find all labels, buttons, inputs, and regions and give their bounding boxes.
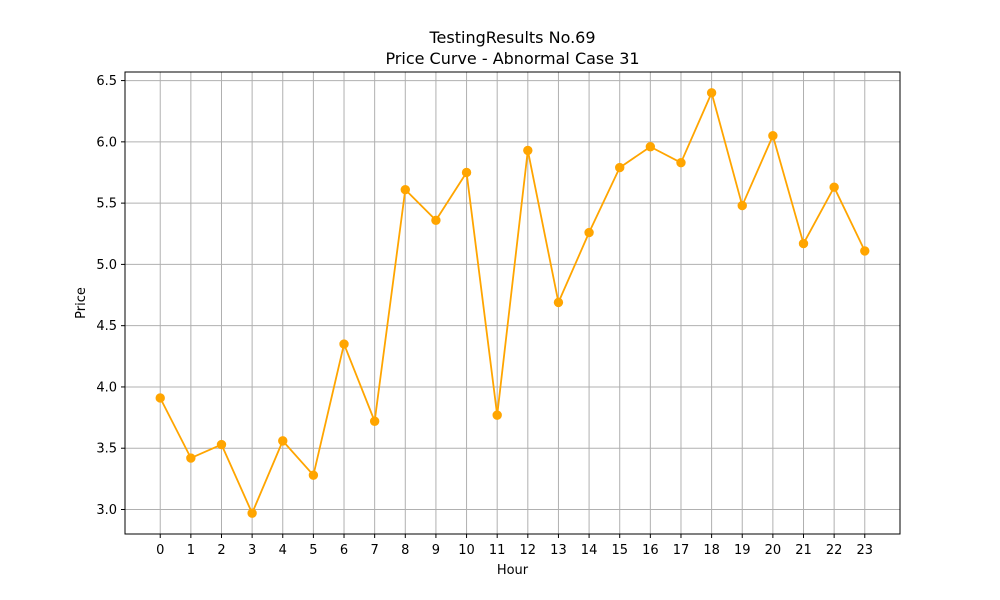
data-point (492, 410, 502, 420)
x-tick-label: 5 (309, 543, 317, 558)
x-tick-label: 22 (826, 543, 843, 558)
data-point (523, 145, 533, 156)
x-tick-label: 3 (248, 543, 256, 558)
data-point (400, 184, 410, 195)
data-point (645, 142, 656, 152)
data-point (216, 439, 227, 450)
data-point (737, 200, 747, 211)
data-point (553, 297, 564, 308)
x-tick-label: 16 (642, 543, 659, 558)
x-tick-label: 19 (734, 543, 751, 558)
y-tick-label: 4.0 (96, 380, 117, 395)
x-tick-label: 20 (765, 543, 782, 558)
data-point (369, 416, 380, 426)
grid (125, 72, 900, 534)
x-tick-label: 0 (156, 543, 164, 558)
y-tick-label: 3.5 (96, 442, 117, 457)
x-tick-label: 9 (432, 543, 440, 558)
y-tick-label: 5.0 (96, 258, 117, 273)
series-line (159, 91, 866, 515)
x-tick-label: 1 (187, 543, 195, 558)
y-tick-label: 5.5 (96, 197, 117, 212)
data-point (339, 339, 349, 349)
data-point (706, 88, 717, 98)
x-tick-label: 15 (611, 543, 628, 558)
data-point (768, 131, 778, 141)
x-tick-label: 2 (217, 543, 225, 558)
data-point (155, 393, 165, 403)
x-tick-label: 8 (401, 543, 409, 558)
data-point (247, 508, 257, 518)
x-tick-label: 4 (279, 543, 287, 558)
data-point (798, 238, 809, 249)
x-axis-label: Hour (497, 563, 529, 578)
data-point (461, 167, 472, 178)
x-tick-label: 13 (550, 543, 567, 558)
x-tick-label: 6 (340, 543, 348, 558)
x-tick-label: 10 (458, 543, 475, 558)
y-tick-label: 6.0 (96, 135, 117, 150)
x-tick-label: 14 (581, 543, 598, 558)
x-tick-label: 11 (489, 543, 506, 558)
y-tick-label: 4.5 (96, 319, 117, 334)
x-tick-label: 7 (371, 543, 379, 558)
data-point (186, 453, 196, 463)
data-point (615, 162, 625, 173)
chart-title: TestingResults No.69 (428, 28, 595, 47)
x-tick-label: 12 (520, 543, 537, 558)
chart-subtitle: Price Curve - Abnormal Case 31 (385, 49, 639, 68)
data-point (584, 227, 594, 238)
y-tick-label: 6.5 (96, 74, 117, 89)
ticks: 0 1 2 3 4 5 6 7 8 9 10 11 12 13 14 15 16 17 18 19 20 21 22 233.… (96, 74, 873, 558)
x-tick-label: 21 (795, 543, 812, 558)
y-tick-label: 3.0 (96, 503, 117, 518)
data-point (431, 215, 441, 225)
x-tick-label: 23 (856, 543, 873, 558)
plot-frame (124, 71, 901, 535)
data-point (278, 436, 288, 446)
x-tick-label: 18 (703, 543, 720, 558)
y-axis-label: Price (74, 287, 89, 319)
series-layer (155, 88, 870, 518)
data-point (308, 470, 319, 480)
data-point (676, 157, 686, 168)
data-point (829, 182, 839, 192)
x-tick-label: 17 (673, 543, 690, 558)
data-point (860, 246, 870, 256)
